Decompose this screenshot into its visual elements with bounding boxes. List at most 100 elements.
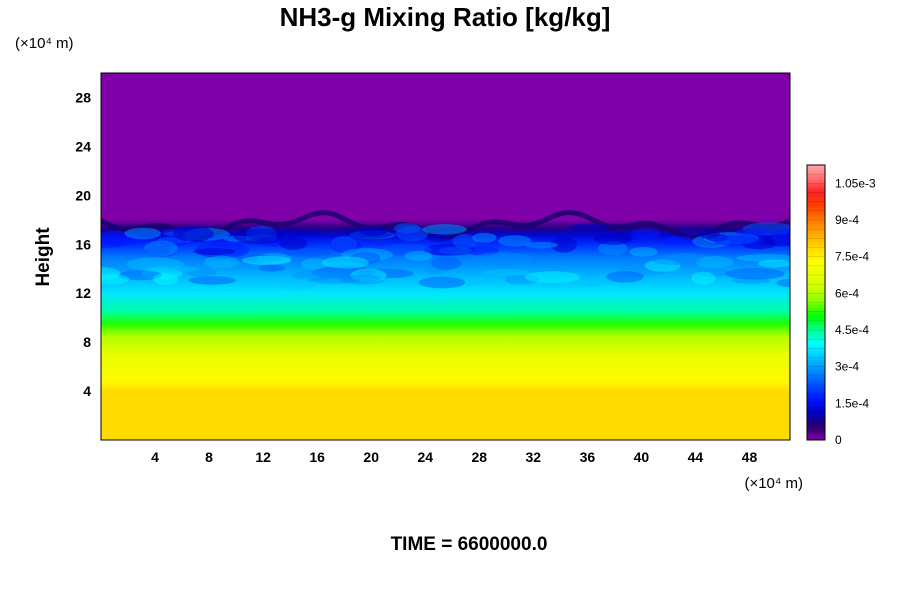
turbulence-blob — [101, 267, 121, 280]
turbulence-blob — [301, 258, 328, 270]
turbulence-blob — [696, 268, 730, 277]
x-tick-label: 12 — [255, 449, 271, 465]
y-tick-label: 12 — [75, 285, 91, 301]
turbulence-blob — [241, 255, 292, 265]
x-tick-label: 28 — [471, 449, 487, 465]
turbulence-blob — [101, 262, 142, 273]
turbulence-blob — [145, 265, 200, 273]
turbulence-blob — [568, 223, 611, 233]
turbulence-blob — [424, 263, 449, 275]
turbulence-blob — [356, 268, 414, 279]
x-tick-label: 44 — [688, 449, 704, 465]
turbulence-blob — [644, 259, 681, 272]
y-unit-label: (×10⁴ m) — [15, 35, 74, 52]
turbulence-blob — [616, 263, 669, 276]
turbulence-blob — [309, 276, 361, 284]
turbulence-blob — [233, 228, 286, 244]
turbulence-blob — [431, 256, 462, 270]
turbulence-blob — [331, 236, 357, 252]
turbulence-blob — [712, 235, 764, 246]
turbulence-blob — [731, 277, 770, 284]
time-label: TIME = 6600000.0 — [391, 534, 548, 555]
turbulence-blob — [418, 276, 466, 289]
colorbar-tick-label: 9e-4 — [835, 213, 859, 227]
colorbar: 0 1.5e-4 3e-4 4.5e-4 6e-4 7.5e-4 9e-4 1.05e-3 — [806, 164, 876, 447]
turbulence-blob — [630, 228, 661, 241]
colorbar-tick-label: 7.5e-4 — [835, 250, 869, 264]
turbulence-blob — [735, 228, 771, 236]
turbulence-blob — [360, 226, 387, 236]
turbulence-blob — [593, 232, 633, 245]
turbulence-blob — [321, 256, 369, 269]
turbulence-blob — [758, 259, 790, 268]
turbulence-blob — [471, 252, 534, 266]
turbulence-blob — [193, 248, 236, 256]
turbulence-blob — [438, 246, 473, 255]
turbulence-blob — [662, 252, 709, 267]
turbulence-blob — [776, 279, 790, 287]
turbulence-blob — [349, 252, 381, 265]
y-tick-label: 16 — [75, 236, 91, 252]
turbulence-blob — [483, 269, 533, 276]
turbulence-blob — [404, 250, 433, 261]
turbulence-blob — [291, 270, 337, 282]
x-tick-label: 16 — [309, 449, 325, 465]
turbulence-blob — [452, 233, 478, 249]
turbulence-blob — [144, 240, 178, 256]
turbulence-blob — [770, 229, 790, 242]
x-tick-label: 4 — [151, 449, 159, 465]
turbulence-blob — [497, 235, 532, 247]
colorbar-tick-label: 3e-4 — [835, 360, 859, 374]
y-tick-label: 28 — [75, 89, 91, 105]
turbulence-blob — [472, 232, 497, 243]
turbulence-blob — [650, 254, 703, 265]
turbulence-blob — [426, 233, 451, 243]
y-tick-label: 8 — [83, 334, 91, 350]
y-tick-label: 20 — [75, 187, 91, 203]
colorbar-frame — [806, 164, 826, 441]
turbulence-blob — [550, 236, 578, 253]
turbulence-blob — [118, 270, 162, 281]
x-tick-label: 32 — [526, 449, 542, 465]
colorbar-tick-label: 0 — [835, 433, 842, 447]
turbulence-blob — [341, 248, 393, 262]
x-tick-label: 36 — [580, 449, 596, 465]
colorbar-tick-label: 6e-4 — [835, 286, 859, 300]
colorbar-tick-label: 1.5e-4 — [835, 396, 869, 410]
colorbar-tick-labels: 0 1.5e-4 3e-4 4.5e-4 6e-4 7.5e-4 9e-4 1.05e-3 — [835, 176, 876, 447]
turbulence-blob — [311, 266, 375, 279]
x-tick-label: 48 — [742, 449, 758, 465]
x-tick-label: 20 — [363, 449, 379, 465]
turbulence-blob — [230, 254, 282, 263]
turbulence-blob — [725, 268, 785, 280]
x-tick-labels: 4 8 12 16 20 24 28 32 36 40 44 48 — [151, 449, 757, 465]
turbulence-blob — [736, 254, 790, 262]
turbulence-blob — [188, 276, 237, 285]
y-axis-label: Height — [33, 227, 54, 287]
y-tick-labels: 4 8 12 16 20 24 28 — [75, 89, 91, 399]
chart-title: NH3-g Mixing Ratio [kg/kg] — [280, 2, 611, 32]
plot-frame — [100, 72, 791, 441]
x-tick-label: 24 — [417, 449, 433, 465]
x-unit-label: (×10⁴ m) — [744, 475, 803, 492]
turbulence-blob — [172, 226, 214, 242]
turbulence-blob — [376, 244, 432, 256]
turbulence-blob — [691, 271, 716, 285]
turbulence-blob — [606, 271, 644, 283]
turbulence-blob — [598, 241, 628, 256]
colorbar-tick-label: 4.5e-4 — [835, 323, 869, 337]
turbulence-blob — [101, 274, 130, 285]
turbulence-blob — [504, 274, 540, 285]
turbulence-blob — [539, 279, 565, 287]
turbulence-blob — [695, 256, 734, 268]
turbulence-blob — [153, 273, 178, 286]
colorbar-band-lines — [807, 173, 825, 432]
turbulence-blob — [282, 249, 331, 257]
turbulence-blob — [204, 255, 240, 269]
turbulence-blob — [467, 246, 499, 256]
plot-area — [100, 72, 791, 441]
turbulence-blob — [188, 268, 217, 278]
turbulence-blob — [340, 276, 386, 285]
turbulence-blob — [452, 278, 495, 286]
turbulence-blob — [200, 274, 231, 283]
